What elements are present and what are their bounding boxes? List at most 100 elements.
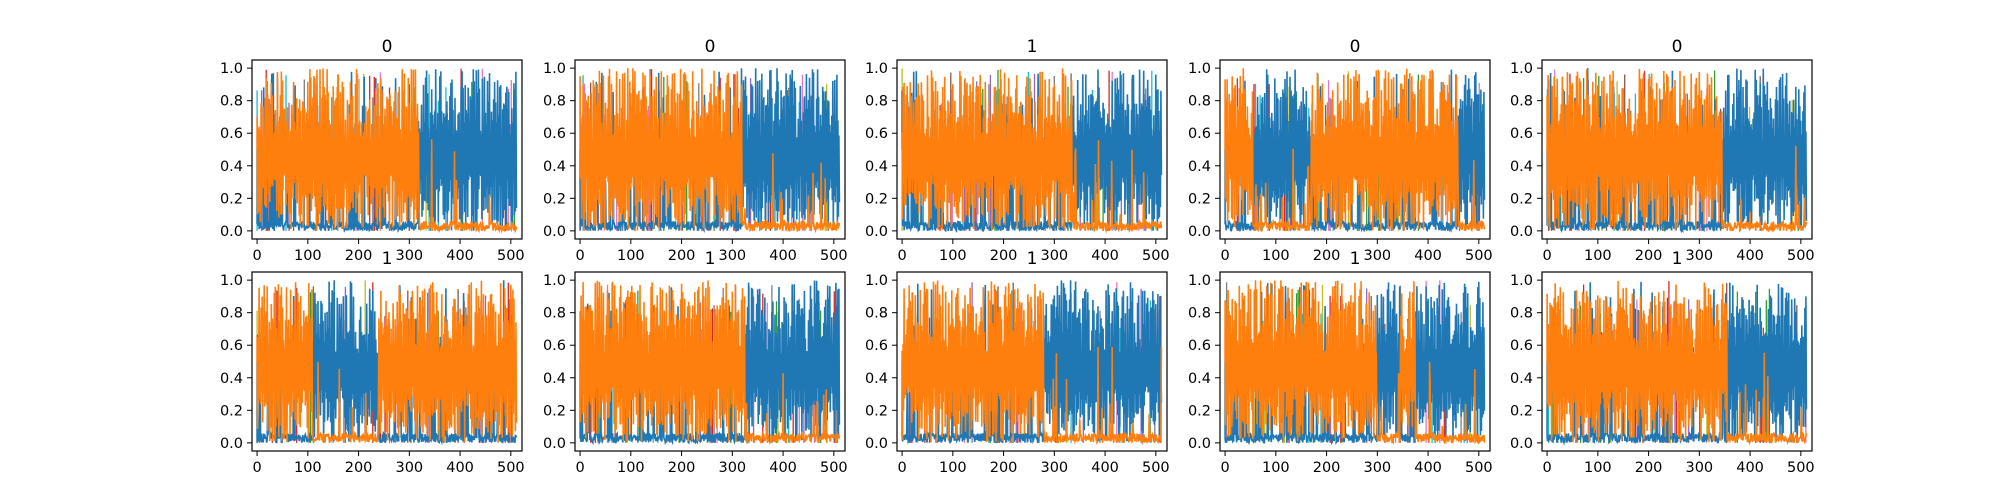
axes-frame <box>1219 271 1491 452</box>
x-tick-label: 200 <box>668 248 696 264</box>
x-tick-label: 200 <box>345 460 373 476</box>
y-tick-label: 1.0 <box>865 61 888 77</box>
y-tick-label: 0.4 <box>220 159 243 175</box>
y-tick-label: 0.8 <box>220 94 243 110</box>
series-class-a-trace <box>1224 280 1486 445</box>
x-tick-label: 100 <box>1262 460 1290 476</box>
subplot-title: 0 <box>705 37 716 57</box>
axes-frame <box>251 59 523 240</box>
y-tick-label: 0.0 <box>543 224 566 240</box>
x-tick-label: 200 <box>1313 248 1341 264</box>
plot-area <box>579 68 841 234</box>
series-class-a-trace <box>1224 68 1486 233</box>
x-tick-label: 200 <box>1313 460 1341 476</box>
y-tick-label: 0.8 <box>543 306 566 322</box>
x-tick-label: 0 <box>575 460 584 476</box>
x-tick-label: 100 <box>617 248 645 264</box>
y-tick-label: 0.8 <box>865 306 888 322</box>
y-tick-label: 0.0 <box>1188 436 1211 452</box>
subplot-title: 1 <box>1027 37 1038 57</box>
x-tick-label: 0 <box>1542 460 1551 476</box>
x-tick-label: 400 <box>769 460 797 476</box>
subplot-7: 0 100 200 300 400 500 0.0 0.2 0.4 0.6 0.8 1.0 1 <box>543 249 848 476</box>
subplot-title: 0 <box>382 37 393 57</box>
y-tick-label: 0.0 <box>865 436 888 452</box>
x-tick-label: 200 <box>1635 460 1663 476</box>
x-tick-label: 300 <box>1363 460 1391 476</box>
axes-frame <box>896 59 1168 240</box>
y-tick-label: 0.8 <box>543 94 566 110</box>
x-tick-label: 0 <box>1542 248 1551 264</box>
x-tick-label: 100 <box>617 460 645 476</box>
y-tick-label: 0.4 <box>543 371 566 387</box>
y-tick-label: 1.0 <box>865 273 888 289</box>
x-tick-label: 300 <box>1040 248 1068 264</box>
x-tick-label: 500 <box>1142 460 1170 476</box>
x-tick-label: 400 <box>769 248 797 264</box>
series-class-a-trace <box>256 68 518 235</box>
series-class-b-trace <box>579 280 841 446</box>
x-tick-label: 0 <box>252 460 261 476</box>
x-tick-label: 200 <box>345 248 373 264</box>
x-tick-label: 0 <box>1220 460 1229 476</box>
y-tick-label: 0.4 <box>1510 371 1533 387</box>
subplot-4: 0 100 200 300 400 500 0.0 0.2 0.4 0.6 0.8 1.0 0 <box>1188 37 1493 264</box>
x-tick-label: 100 <box>294 460 322 476</box>
x-tick-label: 500 <box>1142 248 1170 264</box>
axes-frame <box>251 271 523 452</box>
x-tick-label: 400 <box>1736 248 1764 264</box>
x-tick-label: 100 <box>294 248 322 264</box>
subplot-title: 1 <box>1672 249 1683 269</box>
x-tick-label: 500 <box>1787 248 1815 264</box>
subplot-title: 1 <box>705 249 716 269</box>
x-tick-label: 0 <box>897 460 906 476</box>
subplot-3: 0 100 200 300 400 500 0.0 0.2 0.4 0.6 0.8 1.0 1 <box>865 37 1170 264</box>
y-tick-label: 1.0 <box>220 273 243 289</box>
y-tick-label: 0.2 <box>220 403 243 419</box>
x-tick-label: 400 <box>1736 460 1764 476</box>
plot-area <box>901 68 1163 234</box>
series-class-a-trace <box>256 280 518 443</box>
x-tick-label: 500 <box>1465 248 1493 264</box>
y-tick-label: 0.8 <box>1510 306 1533 322</box>
axes-frame <box>1541 59 1813 240</box>
y-tick-label: 0.0 <box>865 224 888 240</box>
y-tick-label: 0.0 <box>1510 224 1533 240</box>
y-tick-label: 1.0 <box>543 61 566 77</box>
y-tick-label: 0.0 <box>1188 224 1211 240</box>
subplot-title: 1 <box>382 249 393 269</box>
plot-area <box>256 280 518 446</box>
x-tick-label: 500 <box>497 460 525 476</box>
axes-frame <box>1219 59 1491 240</box>
y-tick-label: 0.8 <box>1510 94 1533 110</box>
y-tick-label: 0.2 <box>1510 403 1533 419</box>
x-tick-label: 100 <box>1262 248 1290 264</box>
x-tick-label: 500 <box>497 248 525 264</box>
x-tick-label: 0 <box>1220 248 1229 264</box>
y-tick-label: 0.6 <box>1510 338 1533 354</box>
y-tick-label: 0.0 <box>220 224 243 240</box>
series-class-a-trace <box>901 68 1163 234</box>
y-tick-label: 0.6 <box>865 338 888 354</box>
y-tick-label: 0.8 <box>1188 94 1211 110</box>
y-tick-label: 0.6 <box>543 338 566 354</box>
y-tick-label: 0.2 <box>543 403 566 419</box>
series-class-a-trace <box>1546 280 1808 446</box>
subplot-5: 0 100 200 300 400 500 0.0 0.2 0.4 0.6 0.8 1.0 0 <box>1510 37 1815 264</box>
y-tick-label: 0.8 <box>1188 306 1211 322</box>
x-tick-label: 400 <box>446 248 474 264</box>
axes-frame <box>574 59 846 240</box>
subplot-8: 0 100 200 300 400 500 0.0 0.2 0.4 0.6 0.8 1.0 1 <box>865 249 1170 476</box>
series-class-a-trace <box>579 280 841 445</box>
y-tick-label: 0.6 <box>220 126 243 142</box>
y-tick-label: 1.0 <box>220 61 243 77</box>
x-tick-label: 100 <box>1584 460 1612 476</box>
plot-area <box>1224 68 1486 233</box>
series-class-b-trace <box>579 68 841 233</box>
x-tick-label: 200 <box>990 248 1018 264</box>
x-tick-label: 400 <box>1414 248 1442 264</box>
y-tick-label: 0.6 <box>1188 338 1211 354</box>
y-tick-label: 0.2 <box>1188 403 1211 419</box>
y-tick-label: 1.0 <box>1510 61 1533 77</box>
subplot-10: 0 100 200 300 400 500 0.0 0.2 0.4 0.6 0.8 1.0 1 <box>1510 249 1815 476</box>
